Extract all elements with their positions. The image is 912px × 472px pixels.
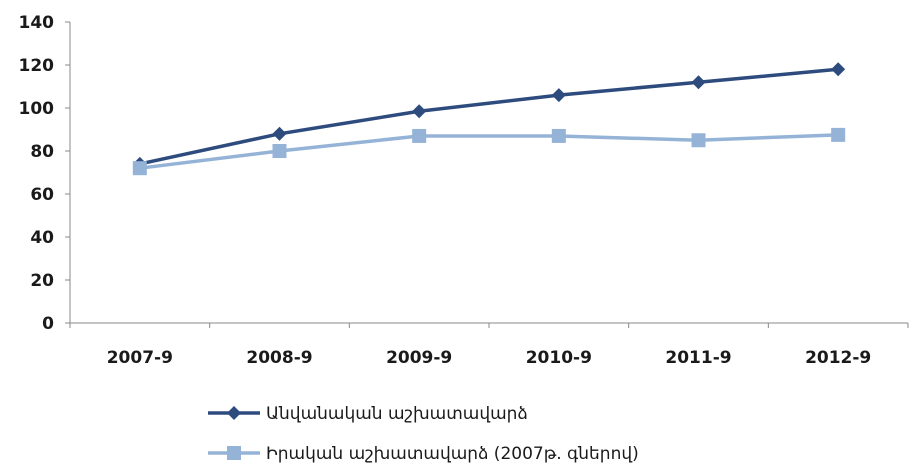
y-tick-label: 0 [42, 314, 54, 334]
data-point [412, 128, 427, 143]
y-tick-label: 120 [19, 56, 55, 76]
x-tick-label: 2010-9 [526, 348, 592, 368]
series-layer [132, 62, 846, 176]
x-tick-label: 2007-9 [107, 348, 173, 368]
legend: Անվանական աշխատավարձ Իրական աշխատավարձ (2… [208, 404, 639, 464]
series-line [139, 67, 839, 166]
y-tick-label: 80 [30, 142, 54, 162]
data-point [551, 88, 566, 103]
x-tick-label: 2009-9 [386, 348, 452, 368]
legend-label: Իրական աշխատավարձ (2007թ. գներով) [266, 444, 639, 464]
y-tick-label: 20 [30, 271, 54, 291]
y-tick-label: 40 [30, 228, 54, 248]
series-2 [132, 127, 846, 176]
legend-label: Անվանական աշխատավարձ [266, 404, 528, 424]
y-tick-label: 100 [19, 99, 55, 119]
data-point [831, 127, 846, 142]
data-point [551, 128, 566, 143]
x-tick-label: 2012-9 [805, 348, 871, 368]
axes: 0 20 40 60 80 100 120 140 2007-9 2008-9 2009-9 2010… [19, 13, 909, 368]
series-line [139, 133, 839, 170]
data-point [412, 104, 427, 119]
x-tick-label: 2008-9 [246, 348, 312, 368]
data-point [272, 126, 287, 141]
data-point [691, 133, 706, 148]
legend-marker [227, 446, 241, 460]
data-point [272, 144, 287, 158]
legend-item-1: Անվանական աշխատավարձ [208, 404, 528, 424]
y-tick-label: 60 [30, 185, 54, 205]
legend-item-2: Իրական աշխատավարձ (2007թ. գներով) [208, 444, 639, 464]
data-point [132, 161, 147, 176]
x-tick-label: 2011-9 [665, 348, 731, 368]
data-point [691, 75, 706, 90]
data-point [831, 62, 846, 77]
y-tick-label: 140 [19, 13, 55, 33]
legend-marker [227, 406, 241, 420]
